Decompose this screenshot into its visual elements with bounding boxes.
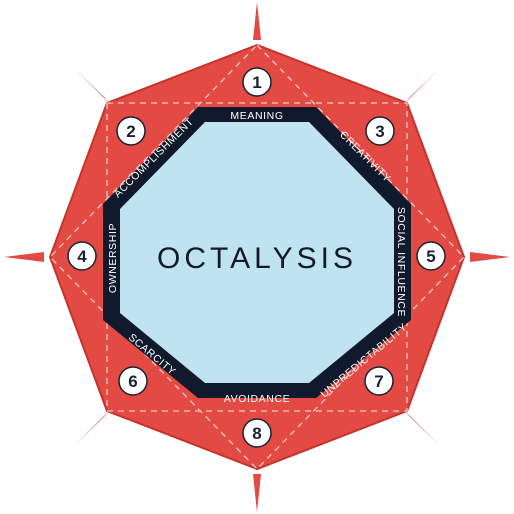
node-4: 4 <box>67 241 97 271</box>
center-octagon <box>120 122 394 383</box>
node-7: 7 <box>364 366 394 396</box>
node-5-number: 5 <box>426 247 435 266</box>
spike-top-left <box>76 70 109 103</box>
spike-bottom-right <box>405 411 438 444</box>
node-8-number: 8 <box>252 424 261 443</box>
node-6: 6 <box>118 366 148 396</box>
node-1: 1 <box>242 67 272 97</box>
spike-left <box>4 252 44 262</box>
node-8: 8 <box>242 418 272 448</box>
spike-bottom-left <box>76 411 109 444</box>
label-meaning: MEANING <box>230 110 283 122</box>
label-ownership: OWNERSHIP <box>107 223 119 293</box>
spike-top-right <box>405 70 438 103</box>
node-7-number: 7 <box>374 372 383 391</box>
spike-bottom <box>253 474 261 512</box>
node-2: 2 <box>116 116 146 146</box>
dashed-square <box>106 102 408 412</box>
node-1-number: 1 <box>252 73 261 92</box>
node-3: 3 <box>365 116 395 146</box>
spike-right <box>470 252 510 262</box>
label-avoidance: AVOIDANCE <box>224 393 290 405</box>
node-5: 5 <box>416 241 446 271</box>
node-4-number: 4 <box>77 247 87 266</box>
node-2-number: 2 <box>126 122 135 141</box>
spikes <box>4 2 510 512</box>
nodes: 1 2 3 4 5 6 7 8 <box>67 67 446 448</box>
node-6-number: 6 <box>128 372 137 391</box>
label-social-influence: SOCIAL INFLUENCE <box>395 207 407 317</box>
node-3-number: 3 <box>375 122 384 141</box>
spike-top <box>253 2 261 40</box>
diagram-title: OCTALYSIS <box>157 242 357 275</box>
